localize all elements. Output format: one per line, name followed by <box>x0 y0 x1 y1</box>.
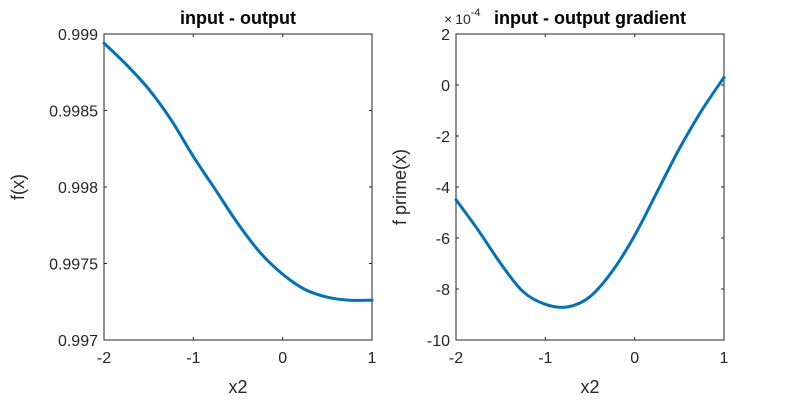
exponent-power: -4 <box>471 7 481 19</box>
y-axis-exponent: × 10-4 <box>444 7 481 27</box>
x-axis-label: x2 <box>580 377 599 397</box>
exponent-base: 10 <box>455 11 471 27</box>
x-tick-label: -2 <box>97 350 111 367</box>
chart-input-output: input - output -2 -1 0 1 0.997 0.9975 0.998 0.9… <box>8 8 377 397</box>
y-tick-label: 2 <box>441 27 450 44</box>
x-tick-label: 1 <box>368 350 377 367</box>
y-tick-label: -8 <box>436 282 450 299</box>
x-tick-label: 0 <box>630 350 639 367</box>
x-tick-label: -2 <box>449 350 463 367</box>
y-tick-label: -2 <box>436 129 450 146</box>
chart-input-output-gradient: -2 -1 0 1-10-8-6-4-202 × 10-4 input - output… <box>390 7 729 397</box>
y-tick-label: 0.999 <box>58 27 98 44</box>
y-tick-label: -4 <box>436 180 450 197</box>
y-tick-label: -10 <box>427 333 450 350</box>
exponent-multiplier: × <box>444 11 452 27</box>
chart-title: input - output <box>180 8 296 28</box>
y-tick-label: 0 <box>441 78 450 95</box>
plot-area: -2 -1 0 1-10-8-6-4-202 <box>427 27 729 367</box>
y-axis-label: f(x) <box>8 174 28 200</box>
plot-area: -2 -1 0 1 0.997 0.9975 0.998 0.9985 0.999 <box>49 27 376 367</box>
x-tick-label: 0 <box>278 350 287 367</box>
axes-box <box>455 33 725 341</box>
series-line <box>454 75 726 309</box>
x-axis-label: x2 <box>228 377 247 397</box>
y-tick-label: 0.997 <box>58 333 98 350</box>
x-tick-label: 1 <box>720 350 729 367</box>
series-line <box>102 41 374 302</box>
y-tick-label: 0.9975 <box>49 257 98 274</box>
x-tick-label: -1 <box>538 350 552 367</box>
y-axis-label: f prime(x) <box>390 149 410 225</box>
x-tick-label: -1 <box>186 350 200 367</box>
y-tick-label: -6 <box>436 231 450 248</box>
y-tick-label: 0.998 <box>58 180 98 197</box>
y-tick-label: 0.9985 <box>49 104 98 121</box>
chart-title: input - output gradient <box>494 8 686 28</box>
axes-box <box>103 33 373 341</box>
